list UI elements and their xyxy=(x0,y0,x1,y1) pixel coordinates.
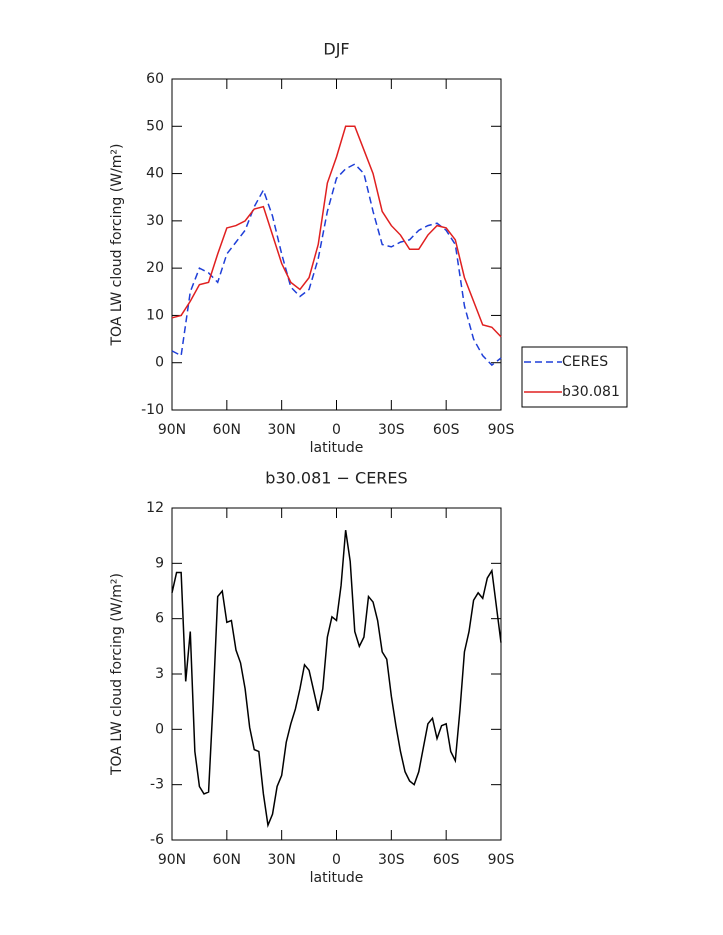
y-tick-label: 0 xyxy=(155,355,164,371)
series-line xyxy=(171,125,502,338)
y-tick-label: -6 xyxy=(150,832,164,848)
x-tick-label: 90N xyxy=(158,852,186,868)
x-tick-label: 90N xyxy=(158,422,186,438)
y-tick-label: 60 xyxy=(146,71,164,87)
x-tick-label: 0 xyxy=(332,852,341,868)
panel: -10 0 10 20 30 40 50 60 90N 60N 30N 0 30S 60S 90S DJF la… xyxy=(109,40,628,456)
x-tick-label: 60N xyxy=(213,422,241,438)
x-tick-label: 30N xyxy=(268,852,296,868)
series-line xyxy=(171,163,502,367)
x-axis-label: latitude xyxy=(310,870,364,886)
y-tick-label: 50 xyxy=(146,118,164,134)
y-tick-label: 12 xyxy=(146,500,164,516)
x-tick-label: 60S xyxy=(433,422,460,438)
legend-box xyxy=(521,346,628,408)
legend-label: CERES xyxy=(562,354,608,370)
x-tick-label: 0 xyxy=(332,422,341,438)
series-line xyxy=(171,530,502,829)
chart-title: DJF xyxy=(323,40,349,59)
x-tick-label: 90S xyxy=(488,422,515,438)
chart-title: b30.081 − CERES xyxy=(265,469,407,488)
x-tick-label: 30S xyxy=(378,852,405,868)
y-tick-label: 20 xyxy=(146,260,164,276)
y-tick-label: 9 xyxy=(155,555,164,571)
y-tick-label: 3 xyxy=(155,666,164,682)
y-tick-label: -3 xyxy=(150,777,164,793)
legend: CERES b30.081 xyxy=(521,346,628,408)
plot-frame xyxy=(171,507,502,841)
y-tick-label: -10 xyxy=(141,402,164,418)
y-tick-label: 0 xyxy=(155,721,164,737)
x-tick-label: 30N xyxy=(268,422,296,438)
x-tick-label: 90S xyxy=(488,852,515,868)
y-axis-label: TOA LW cloud forcing (W/m²) xyxy=(109,144,125,347)
y-tick-label: 40 xyxy=(146,166,164,182)
y-tick-label: 6 xyxy=(155,611,164,627)
x-axis-label: latitude xyxy=(310,440,364,456)
x-tick-label: 30S xyxy=(378,422,405,438)
panel: -6 -3 0 3 6 9 12 90N 60N 30N 0 30S 60S 90S b30.081 − C… xyxy=(109,469,514,887)
x-tick-label: 60N xyxy=(213,852,241,868)
y-axis-label: TOA LW cloud forcing (W/m²) xyxy=(109,573,125,776)
x-tick-label: 60S xyxy=(433,852,460,868)
y-tick-label: 30 xyxy=(146,213,164,229)
legend-label: b30.081 xyxy=(562,384,620,400)
y-tick-label: 10 xyxy=(146,307,164,323)
